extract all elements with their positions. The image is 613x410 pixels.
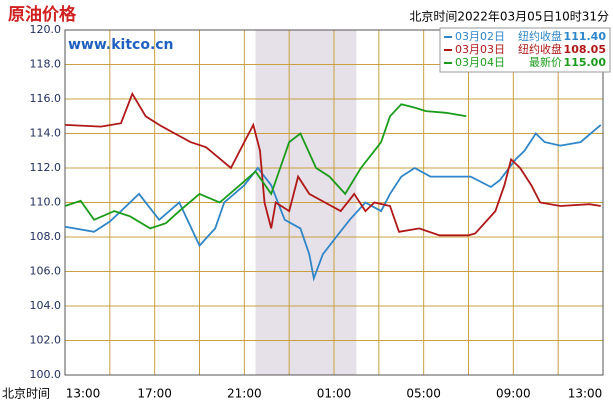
y-tick-label: 110.0 (30, 196, 62, 209)
y-tick-label: 116.0 (30, 92, 62, 105)
x-tick-label: 17:00 (137, 387, 172, 401)
series-line (64, 103, 467, 230)
timestamp: 北京时间2022年03月05日10时31分 (409, 10, 609, 24)
chart-title: 原油价格 (8, 4, 77, 25)
y-tick-label: 106.0 (30, 265, 62, 278)
legend-price: 115.00 (564, 56, 607, 69)
legend-status: 纽约收盘 (518, 29, 562, 43)
legend-box (439, 27, 611, 73)
legend: 03月02日 纽约收盘 111.40 03月03日 纽约收盘 108.05 03月04日 最新… (439, 27, 611, 73)
x-tick-label: 09:00 (496, 387, 531, 401)
x-tick-label: 13:00 (568, 387, 603, 401)
legend-name: 03月02日 (455, 30, 505, 43)
plot-frame (64, 29, 604, 376)
y-tick-label: 120.0 (30, 23, 62, 36)
legend-price: 111.40 (564, 30, 607, 43)
x-axis-label: 北京时间 (2, 387, 50, 401)
legend-name: 03月04日 (455, 56, 505, 69)
x-tick-label: 01:00 (317, 387, 352, 401)
chart-subtitle: www.kitco.cn (68, 37, 174, 53)
y-tick-label: 102.0 (30, 334, 62, 347)
x-tick-label: 21:00 (227, 387, 262, 401)
y-tick-label: 108.0 (30, 230, 62, 243)
legend-status: 最新价 (529, 55, 562, 69)
x-tick-label: 13:00 (66, 387, 101, 401)
legend-status: 纽约收盘 (518, 42, 562, 56)
legend-price: 108.05 (564, 43, 606, 56)
y-tick-label: 104.0 (30, 299, 62, 312)
x-tick-label: 05:00 (406, 387, 441, 401)
series-line (64, 91, 601, 237)
y-tick-label: 118.0 (30, 58, 62, 71)
series-line (64, 124, 602, 282)
y-tick-label: 100.0 (30, 368, 62, 381)
y-tick-label: 114.0 (30, 127, 62, 140)
y-tick-label: 112.0 (30, 161, 62, 174)
legend-name: 03月03日 (455, 43, 505, 56)
